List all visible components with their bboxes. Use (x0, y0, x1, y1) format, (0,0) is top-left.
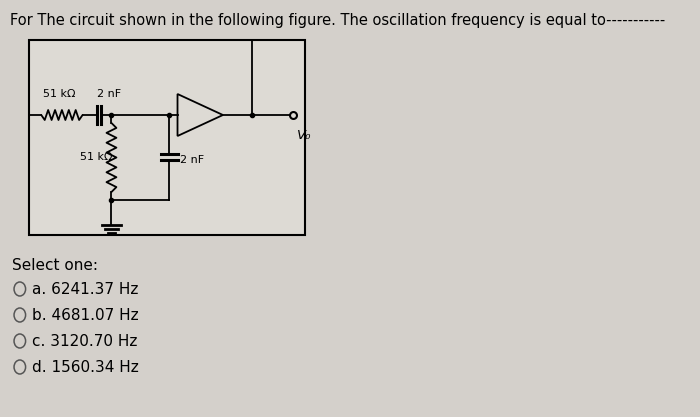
Text: 51 kΩ: 51 kΩ (80, 152, 113, 162)
Text: 2 nF: 2 nF (180, 155, 204, 165)
Text: b. 4681.07 Hz: b. 4681.07 Hz (32, 307, 139, 322)
Bar (29, 40, 305, 235)
Text: 2 nF: 2 nF (97, 89, 122, 99)
Text: Select one:: Select one: (13, 258, 99, 273)
Text: d. 1560.34 Hz: d. 1560.34 Hz (32, 359, 139, 374)
Text: a. 6241.37 Hz: a. 6241.37 Hz (32, 281, 139, 296)
Text: c. 3120.70 Hz: c. 3120.70 Hz (32, 334, 138, 349)
Text: For The circuit shown in the following figure. The oscillation frequency is equa: For The circuit shown in the following f… (10, 13, 665, 28)
Text: V₀: V₀ (298, 129, 312, 142)
Text: 51 kΩ: 51 kΩ (43, 89, 76, 99)
